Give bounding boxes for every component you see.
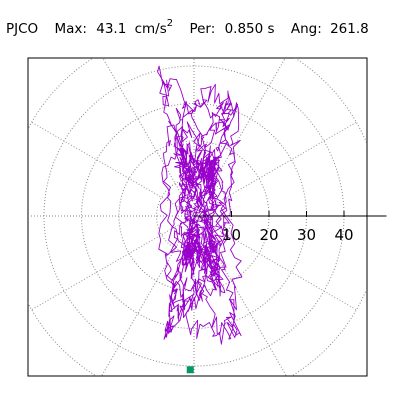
grid-spoke [193, 215, 357, 311]
max-value: 43.1 [96, 20, 127, 37]
grid-spoke [193, 121, 357, 217]
trace-path [157, 65, 243, 345]
grid-spoke [101, 215, 195, 376]
peak-marker [186, 366, 194, 374]
station-code: PJCO [6, 20, 39, 37]
radial-tick-label: 10 [222, 226, 241, 244]
plot-header: PJCO Max: 43.1 cm/s2 Per: 0.850 s Ang: 2… [6, 14, 369, 37]
grid-spoke [193, 58, 286, 217]
grid-spoke [102, 58, 195, 217]
radial-tick-label: 20 [259, 226, 278, 244]
max-label: Max: [54, 20, 87, 37]
grid-spoke [31, 215, 195, 311]
period-value: 0.850 s [224, 20, 275, 37]
particle-motion-trace [157, 65, 243, 345]
angle-label: Ang: [290, 20, 322, 37]
peak-marker-layer [186, 366, 194, 374]
max-unit: cm/s [134, 20, 167, 37]
grid-spoke [31, 121, 195, 217]
radial-tick-label: 40 [334, 226, 353, 244]
max-unit-power: 2 [166, 18, 174, 29]
radial-axis: 10 20 30 40 [194, 211, 387, 244]
angle-value: 261.8 [330, 20, 369, 37]
radial-tick-label: 30 [297, 226, 316, 244]
grid-spoke [193, 215, 287, 376]
period-label: Per: [189, 20, 216, 37]
